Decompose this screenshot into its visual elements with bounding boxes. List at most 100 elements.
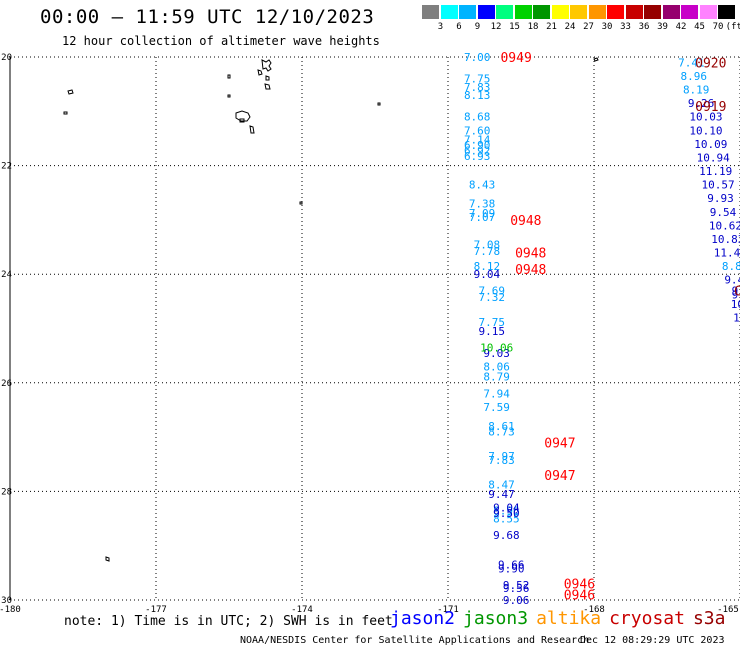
credit-line: NOAA/NESDIS Center for Satellite Applica… <box>240 635 590 646</box>
page-title: 00:00 – 11:59 UTC 12/10/2023 <box>40 6 375 28</box>
wave-height-label: 6.90 <box>464 139 491 152</box>
footer-note: note: 1) Time is in UTC; 2) SWH is in fe… <box>64 614 393 629</box>
wave-height-label: 8.06 <box>483 361 510 374</box>
wave-height-label: 11.48 <box>714 246 740 259</box>
island-outline <box>261 59 272 72</box>
colorbar-swatch <box>551 5 569 19</box>
colorbar-label: 15 <box>509 22 520 32</box>
axis-tick-labels: -180 -177 -174 -171 -168 -165 -20 -22 -24 -26 -28 -… <box>0 53 739 615</box>
colorbar-label: 6 <box>456 22 462 32</box>
island-outline <box>105 556 110 562</box>
wave-height-label: 10.83 <box>711 233 740 246</box>
wave-height-label: 9.43 <box>724 274 740 287</box>
colorbar-label: 70 <box>712 22 724 32</box>
colorbar-swatch <box>625 5 643 19</box>
wave-height-label: 6.92 <box>464 144 491 157</box>
wave-height-label: 7.41 <box>678 56 705 69</box>
colorbar-swatch <box>459 5 476 19</box>
satellite-name-cryosat: cryosat <box>609 608 685 629</box>
colorbar-label: 18 <box>527 22 539 32</box>
wave-height-label: 7.32 <box>479 291 506 304</box>
wave-height-label: 8.86 <box>722 260 740 273</box>
wave-height-label: 8.68 <box>464 111 491 124</box>
colorbar-label: (ft) <box>725 22 740 32</box>
wave-height-label: 7.75 <box>479 316 506 329</box>
colorbar-swatch <box>699 5 717 19</box>
colorbar-label: 36 <box>638 22 650 32</box>
lon-tick-label: -174 <box>291 605 313 615</box>
wave-height-label: 10.22 <box>733 312 740 325</box>
wave-height-label: 7.38 <box>469 198 496 211</box>
pass-time-label: 0947 <box>544 437 575 452</box>
lon-tick-label: -180 <box>0 605 21 615</box>
pass-time-label: 0920 <box>695 56 726 71</box>
wave-height-label: 7.00 <box>464 51 491 64</box>
pass-time-label: 0948 <box>515 263 546 278</box>
wave-height-label: 9.54 <box>710 206 737 219</box>
pass-time-label: C <box>734 284 740 299</box>
colorbar-swatch <box>718 5 735 19</box>
island-outline <box>235 110 251 122</box>
wave-height-label: 9.40 <box>732 284 740 297</box>
colorbar-label: 27 <box>583 22 594 32</box>
wave-height-label: 9.15 <box>479 325 506 338</box>
colorbar-label: 3 <box>437 22 444 32</box>
wave-height-label: 7.83 <box>488 454 515 467</box>
island-outline <box>249 125 255 134</box>
lon-tick-label: -177 <box>145 605 167 615</box>
page-subtitle: 12 hour collection of altimeter wave hei… <box>62 34 380 48</box>
lat-tick-label: -28 <box>0 487 12 497</box>
colorbar-label: 21 <box>546 22 557 32</box>
island-outline <box>257 69 263 76</box>
wave-height-label: 9.47 <box>488 488 515 501</box>
island-outline <box>265 75 270 81</box>
pass-time-label: 0949 <box>500 51 531 66</box>
wave-height-label: 7.59 <box>483 401 510 414</box>
wave-height-label: 8.13 <box>464 89 491 102</box>
colorbar-label: 12 <box>490 22 502 32</box>
wave-height-label: 7.09 <box>469 207 496 220</box>
island-outline <box>63 111 68 115</box>
wave-height-label: 8.12 <box>474 260 501 273</box>
lat-tick-label: -20 <box>0 53 12 63</box>
colorbar-label: 33 <box>620 22 631 32</box>
colorbar-label: 39 <box>657 22 668 32</box>
wave-height-label: 8.73 <box>488 426 515 439</box>
pass-time-label: 0948 <box>510 214 541 229</box>
wave-height-label: 9.68 <box>493 529 520 542</box>
pass-time-label: 0946 <box>564 578 595 593</box>
colorbar-label: 45 <box>694 22 705 32</box>
wave-height-label: 8.55 <box>493 513 520 526</box>
wave-height-label: 8.47 <box>488 478 515 491</box>
wave-height-label: 7.69 <box>479 284 506 297</box>
colorbar-label: 24 <box>564 22 576 32</box>
wave-height-label: 8.96 <box>493 504 520 517</box>
wave-height-label: 10.62 <box>709 219 740 232</box>
satellite-name-jason2: jason2 <box>390 608 456 629</box>
lon-tick-label: -171 <box>437 605 459 615</box>
island-outline <box>264 83 271 90</box>
lat-tick-label: -30 <box>0 596 12 606</box>
pass-time-label: 0946 <box>564 589 595 604</box>
wave-height-label: 7.60 <box>464 124 491 137</box>
colorbar-swatch <box>422 5 439 19</box>
wave-height-label: 10.03 <box>689 111 722 124</box>
wave-height-label: 8.96 <box>681 70 708 83</box>
satellite-name-s3a: s3a <box>692 608 726 629</box>
wave-height-label: 7.78 <box>474 245 501 258</box>
colorbar-swatch <box>477 5 495 19</box>
wave-height-label: 9.56 <box>503 582 530 595</box>
altimeter-observations: 7.007.757.838.138.687.607.146.906.926.93… <box>464 51 740 607</box>
island-outline <box>299 201 303 205</box>
wave-height-label: 10.94 <box>697 151 730 164</box>
lon-tick-label: -165 <box>717 605 739 615</box>
satellite-name-altika: altika <box>536 608 602 629</box>
colorbar-swatch <box>588 5 606 19</box>
wave-height-label: 7.08 <box>474 238 501 251</box>
island-outline <box>239 118 245 123</box>
colorbar-swatch <box>607 5 624 19</box>
wave-height-label: 6.93 <box>464 150 491 163</box>
wave-height-label: 10.57 <box>702 179 735 192</box>
lat-tick-label: -22 <box>0 162 12 172</box>
